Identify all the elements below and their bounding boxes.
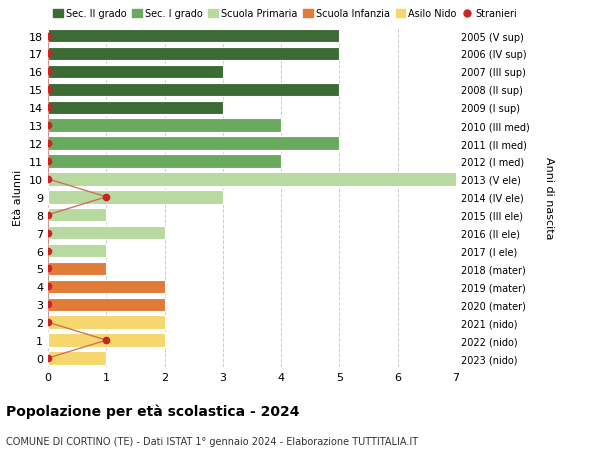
Bar [48, 316, 164, 329]
Bar [48, 155, 281, 168]
Bar [48, 208, 106, 222]
Bar [48, 137, 340, 151]
Bar [48, 119, 281, 133]
Bar [48, 30, 340, 43]
Text: COMUNE DI CORTINO (TE) - Dati ISTAT 1° gennaio 2024 - Elaborazione TUTTITALIA.IT: COMUNE DI CORTINO (TE) - Dati ISTAT 1° g… [6, 436, 418, 446]
Bar [48, 101, 223, 115]
Bar [48, 190, 223, 204]
Y-axis label: Età alunni: Età alunni [13, 169, 23, 225]
Bar [48, 298, 164, 311]
Bar [48, 66, 223, 79]
Bar [48, 84, 340, 97]
Bar [48, 48, 340, 61]
Bar [48, 173, 456, 186]
Bar [48, 226, 164, 240]
Bar [48, 280, 164, 293]
Bar [48, 352, 106, 365]
Y-axis label: Anni di nascita: Anni di nascita [544, 156, 554, 239]
Bar [48, 262, 106, 275]
Legend: Sec. II grado, Sec. I grado, Scuola Primaria, Scuola Infanzia, Asilo Nido, Stran: Sec. II grado, Sec. I grado, Scuola Prim… [53, 9, 517, 19]
Bar [48, 244, 106, 257]
Bar [48, 334, 164, 347]
Text: Popolazione per età scolastica - 2024: Popolazione per età scolastica - 2024 [6, 404, 299, 419]
